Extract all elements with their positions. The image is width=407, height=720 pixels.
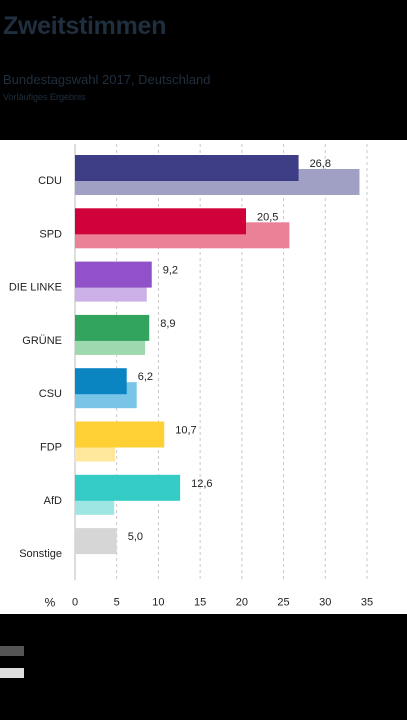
tick-label: 10 (152, 596, 164, 608)
bar-current (75, 314, 150, 341)
result-note: Vorläufiges Ergebnis (3, 92, 86, 102)
category-label: CDU (38, 175, 62, 187)
category-label: CSU (39, 388, 62, 400)
category-label: DIE LINKE (9, 282, 62, 294)
data-label: 5,0 (128, 531, 143, 543)
legend-swatch-current (0, 646, 24, 656)
bar-current (75, 261, 152, 288)
category-label: GRÜNE (22, 335, 62, 347)
data-label: 10,7 (175, 425, 196, 437)
legend-swatch-previous (0, 668, 24, 678)
tick-label: 30 (319, 596, 331, 608)
bar-current (75, 474, 181, 501)
data-label: 20,5 (257, 211, 278, 223)
tick-label: 25 (277, 596, 289, 608)
axis-unit-label: % (45, 595, 56, 609)
chart-title: Zweitstimmen (3, 12, 167, 40)
tick-label: 5 (114, 596, 120, 608)
bar-current (75, 528, 117, 555)
bar-current (75, 368, 127, 395)
data-label: 12,6 (191, 478, 212, 490)
chart-header: Zweitstimmen Bundestagswahl 2017, Deutsc… (0, 0, 407, 140)
bar-current (75, 421, 165, 448)
bar-current (75, 208, 247, 235)
data-label: 26,8 (310, 158, 331, 170)
legend-area (0, 614, 407, 720)
data-label: 6,2 (138, 371, 153, 383)
category-label: FDP (40, 442, 62, 454)
tick-label: 15 (194, 596, 206, 608)
tick-label: 0 (72, 596, 78, 608)
tick-label: 20 (236, 596, 248, 608)
category-label: Sonstige (19, 548, 62, 560)
chart-area: CDU 26,8 SPD 20,5 DIE LINKE 9,2 GRÜNE 8,9 CSU 6,2… (0, 140, 407, 614)
bar-current (75, 155, 299, 181)
category-label: SPD (39, 228, 62, 240)
chart-subtitle: Bundestagswahl 2017, Deutschland (3, 72, 211, 87)
data-label: 9,2 (163, 265, 178, 277)
category-label: AfD (44, 495, 62, 507)
tick-label: 35 (361, 596, 373, 608)
bar-chart: CDU 26,8 SPD 20,5 DIE LINKE 9,2 GRÜNE 8,9 CSU 6,2… (9, 144, 373, 609)
data-label: 8,9 (160, 318, 175, 330)
